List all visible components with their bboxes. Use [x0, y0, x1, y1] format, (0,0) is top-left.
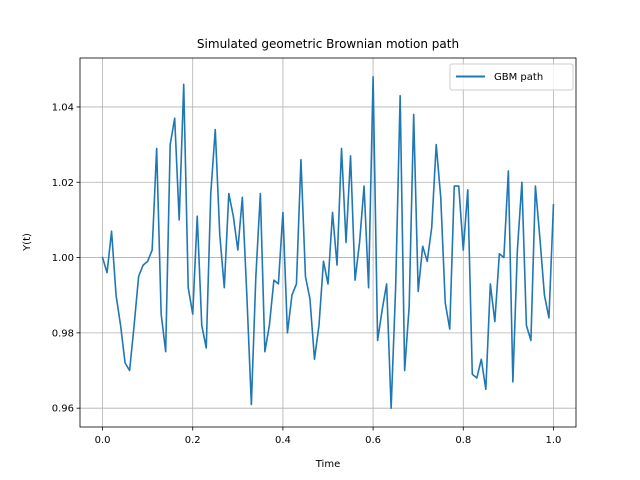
- x-axis-label: Time: [315, 459, 340, 470]
- x-tick-label-1: 0.2: [185, 435, 201, 446]
- line-layer: [101, 76, 555, 409]
- y-tick-label-4: 1.04: [52, 102, 74, 113]
- x-tick-label-3: 0.6: [365, 435, 381, 446]
- x-tick-label-0: 0.0: [95, 435, 111, 446]
- y-tick-label-3: 1.02: [52, 178, 74, 189]
- x-tick-label-2: 0.4: [275, 435, 291, 446]
- legend-label: GBM path: [494, 72, 543, 83]
- series-line-0: [101, 76, 555, 409]
- x-tick-label-4: 0.8: [455, 435, 471, 446]
- chart-title: Simulated geometric Brownian motion path: [197, 37, 459, 51]
- y-axis-label: Y(t): [22, 233, 33, 252]
- y-tick-label-2: 1.00: [52, 253, 74, 264]
- axes-layer: 0.0 0.2 0.4 0.6 0.8 1.0 0.96 0.98 1.00 1.02 1.04: [52, 57, 577, 446]
- x-tick-label-5: 1.0: [546, 435, 562, 446]
- y-tick-label-0: 0.96: [52, 404, 74, 415]
- y-tick-label-1: 0.98: [52, 328, 74, 339]
- plot-frame: [79, 57, 577, 428]
- legend-box: [449, 63, 574, 91]
- legend: GBM path: [449, 63, 574, 91]
